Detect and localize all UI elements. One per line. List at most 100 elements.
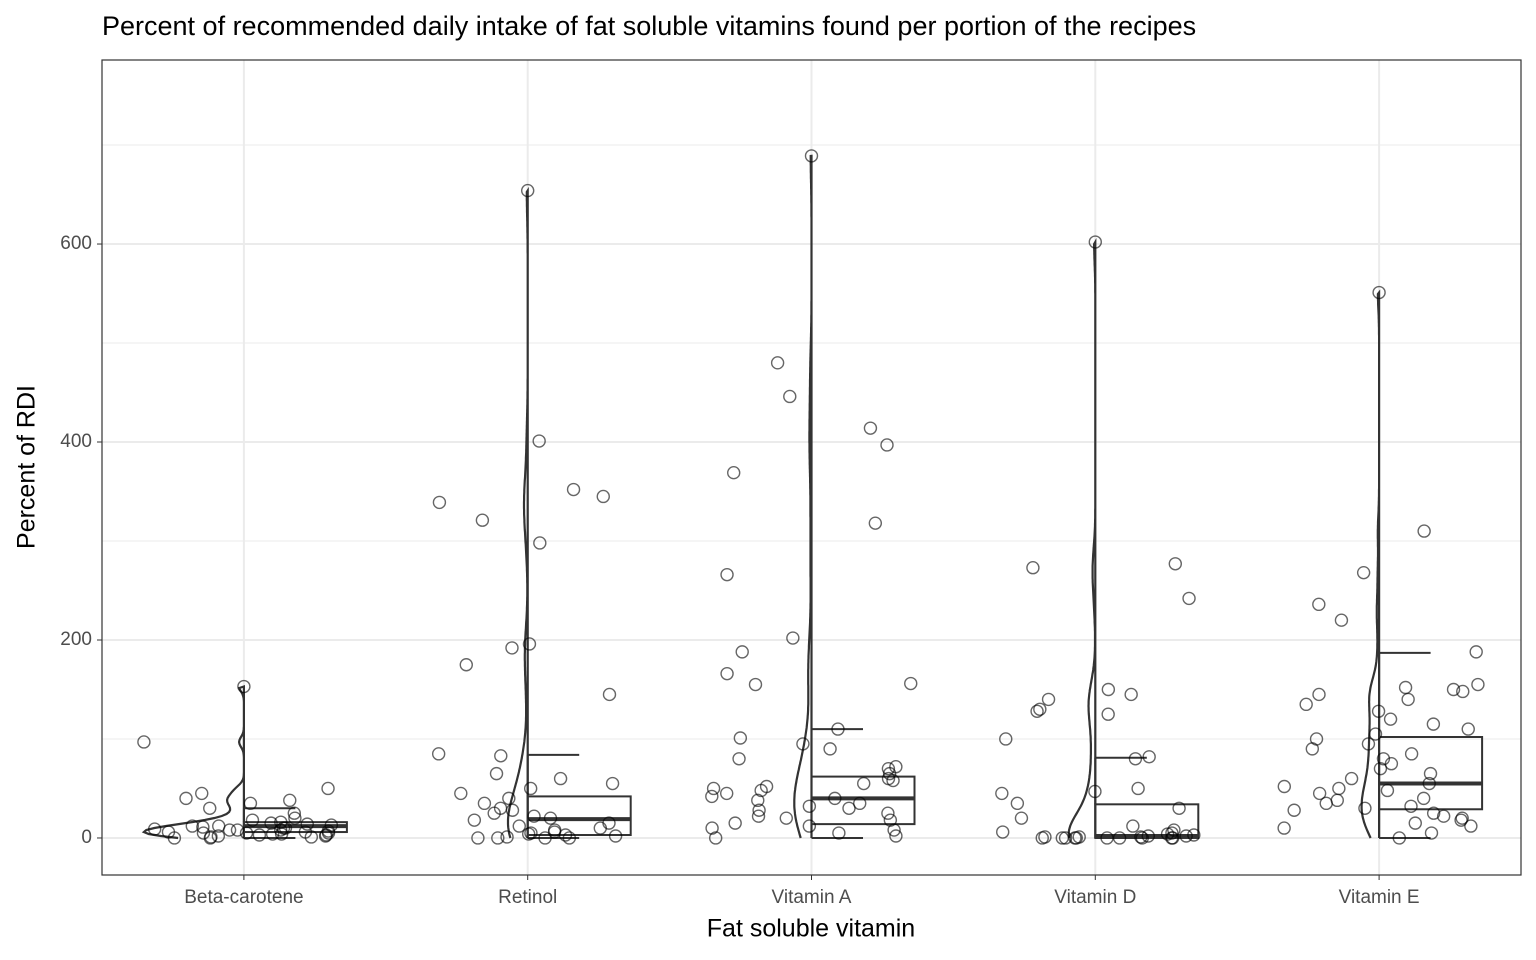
point <box>1101 682 1116 697</box>
point <box>1287 803 1301 817</box>
point <box>1454 813 1468 827</box>
x-tick-label: Vitamin D <box>1054 887 1136 908</box>
point <box>1112 831 1127 845</box>
point <box>1469 645 1483 659</box>
point <box>1423 766 1438 781</box>
point <box>237 679 251 694</box>
point <box>243 796 258 811</box>
point <box>735 645 749 659</box>
point <box>1299 697 1313 712</box>
point <box>1010 796 1025 811</box>
point <box>276 821 291 835</box>
point <box>1471 677 1485 692</box>
point <box>245 813 260 827</box>
point <box>828 791 842 806</box>
point <box>1371 704 1386 718</box>
point <box>754 783 768 798</box>
point <box>454 786 468 801</box>
x-tick-label: Vitamin A <box>772 887 852 908</box>
point <box>1408 816 1422 830</box>
box <box>1378 736 1484 811</box>
point <box>522 637 537 651</box>
point <box>147 822 162 836</box>
point <box>538 831 552 845</box>
y-tick-label: 200 <box>60 629 92 650</box>
x-tick-label: Vitamin E <box>1339 887 1420 908</box>
violin <box>1360 289 1381 839</box>
point <box>533 536 547 550</box>
point <box>287 806 302 820</box>
point <box>1101 707 1115 721</box>
violin <box>506 186 529 839</box>
point <box>863 421 878 435</box>
point <box>459 658 473 672</box>
point <box>203 801 217 815</box>
point <box>1416 791 1431 806</box>
point <box>853 796 867 811</box>
point <box>733 731 748 745</box>
point <box>432 495 447 510</box>
point <box>751 793 765 808</box>
point <box>708 831 723 845</box>
point <box>1014 811 1029 825</box>
point <box>185 819 200 833</box>
point <box>823 742 837 756</box>
point <box>230 823 245 837</box>
point <box>1344 771 1359 786</box>
point <box>553 771 568 786</box>
point <box>1058 831 1073 845</box>
point <box>562 831 577 845</box>
point <box>300 817 314 831</box>
point <box>1383 712 1398 726</box>
point <box>196 820 210 834</box>
point <box>904 676 918 691</box>
point <box>252 828 267 842</box>
point <box>487 806 501 820</box>
point <box>831 722 845 736</box>
point <box>265 827 280 841</box>
point <box>512 819 526 833</box>
point <box>728 816 742 830</box>
chart-title: Percent of recommended daily intake of f… <box>102 11 1196 41</box>
point <box>882 766 897 781</box>
point <box>1319 796 1333 811</box>
point <box>1380 783 1395 798</box>
point <box>527 809 541 823</box>
point <box>195 786 209 801</box>
point <box>523 781 538 796</box>
point <box>832 826 846 840</box>
point <box>283 793 297 808</box>
point <box>880 438 894 452</box>
point <box>857 776 871 791</box>
point <box>1030 704 1044 718</box>
point <box>1392 831 1407 845</box>
point <box>1277 821 1291 835</box>
point <box>1461 722 1475 736</box>
point <box>1124 687 1138 702</box>
point <box>770 356 785 370</box>
point <box>467 813 482 827</box>
point <box>304 830 319 844</box>
point <box>321 826 336 840</box>
point <box>596 489 610 504</box>
point <box>1455 811 1469 825</box>
point <box>881 761 896 776</box>
point <box>1141 829 1155 843</box>
point <box>179 791 193 806</box>
point <box>802 799 817 813</box>
point <box>1312 687 1326 702</box>
point <box>1172 801 1186 815</box>
point <box>802 819 817 833</box>
point <box>1134 830 1148 844</box>
point <box>1446 682 1461 697</box>
point <box>1168 557 1183 571</box>
violin <box>793 154 813 839</box>
point <box>1424 826 1439 840</box>
point <box>475 513 490 527</box>
violin <box>1067 238 1097 839</box>
point <box>500 830 514 844</box>
point <box>203 831 218 845</box>
point <box>1358 801 1372 815</box>
point <box>1456 684 1470 699</box>
